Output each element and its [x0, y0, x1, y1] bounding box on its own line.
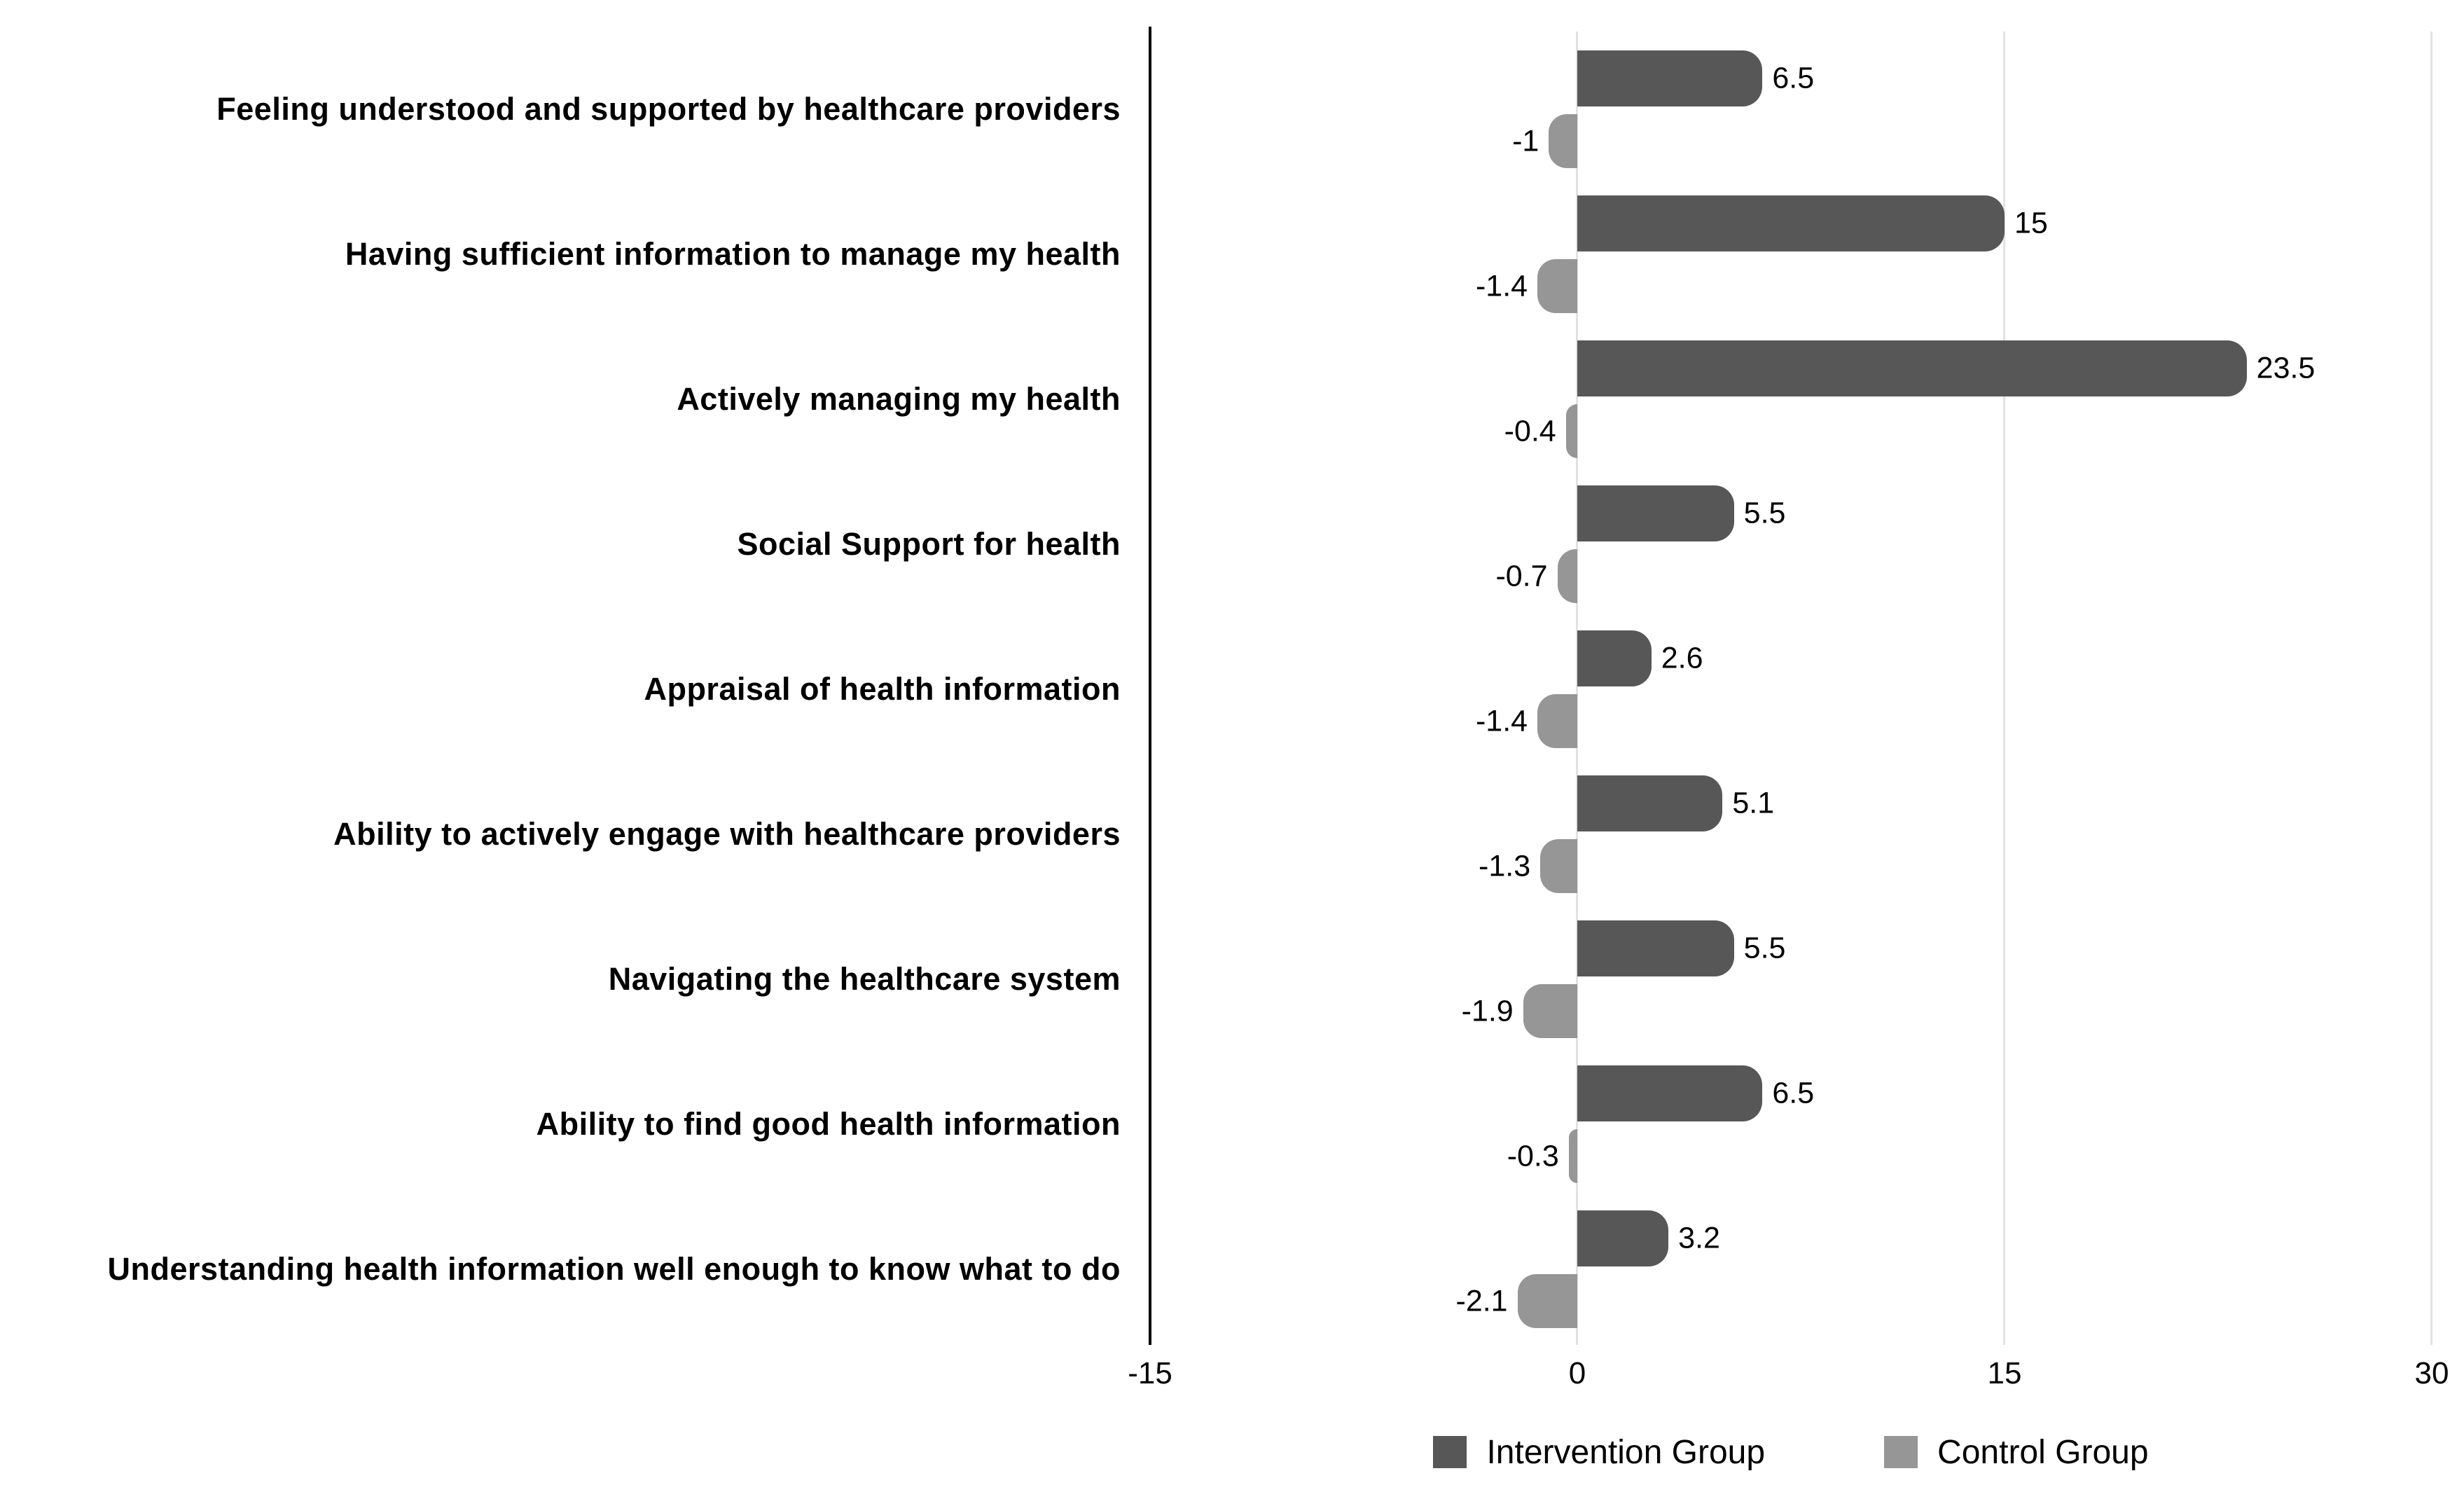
- bar-control: [1557, 549, 1577, 603]
- legend-swatch: [1884, 1436, 1918, 1468]
- category-label: Ability to find good health information: [536, 1106, 1121, 1142]
- category-label: Social Support for health: [737, 526, 1121, 562]
- value-label: -1.3: [1479, 849, 1531, 883]
- value-label: 15: [2014, 206, 2048, 240]
- category-label: Actively managing my health: [677, 381, 1121, 417]
- gridline: [1576, 32, 1578, 1345]
- bar-intervention: [1577, 1065, 1763, 1121]
- value-label: -1.9: [1461, 994, 1514, 1028]
- value-label: -1.4: [1475, 704, 1528, 738]
- legend-swatch: [1433, 1436, 1467, 1468]
- bar-intervention: [1577, 920, 1734, 976]
- value-label: -1.4: [1475, 269, 1528, 303]
- category-label: Having sufficient information to manage …: [345, 236, 1121, 272]
- value-label: 23.5: [2256, 351, 2316, 385]
- bar-control: [1565, 404, 1577, 458]
- bar-control: [1523, 984, 1577, 1038]
- bar-intervention: [1577, 485, 1734, 541]
- legend: Intervention Group Control Group: [1150, 1428, 2432, 1477]
- value-label: 6.5: [1772, 1076, 1815, 1110]
- bar-control: [1568, 1129, 1577, 1183]
- bar-intervention: [1577, 195, 2005, 251]
- category-label: Ability to actively engage with healthca…: [333, 816, 1121, 852]
- bar-intervention: [1577, 630, 1652, 686]
- gridline: [2003, 32, 2005, 1345]
- bar-control: [1537, 694, 1577, 748]
- legend-item: Intervention Group: [1433, 1433, 1765, 1472]
- bar-control: [1517, 1274, 1577, 1328]
- value-label: 5.5: [1743, 931, 1786, 965]
- category-label: Navigating the healthcare system: [608, 961, 1121, 997]
- value-label: -0.3: [1507, 1139, 1559, 1173]
- bar-intervention: [1577, 50, 1763, 106]
- value-label: 5.1: [1732, 786, 1775, 820]
- axis-tick-label: 15: [1987, 1356, 2022, 1390]
- legend-label: Intervention Group: [1486, 1433, 1766, 1471]
- value-label: -0.7: [1495, 559, 1548, 593]
- gridline: [2430, 32, 2432, 1345]
- axis-tick-label: -15: [1128, 1356, 1172, 1390]
- legend-item: Control Group: [1884, 1433, 2149, 1472]
- category-label: Understanding health information well en…: [107, 1251, 1121, 1287]
- bar-control: [1537, 259, 1577, 313]
- bar-control: [1540, 839, 1577, 893]
- axis-tick-label: 0: [1568, 1356, 1586, 1390]
- value-label: 6.5: [1772, 61, 1815, 95]
- category-label: Appraisal of health information: [644, 671, 1121, 707]
- value-label: -2.1: [1455, 1284, 1508, 1318]
- axis-tick-label: 30: [2414, 1356, 2449, 1390]
- bar-intervention: [1577, 775, 1723, 831]
- bar-intervention: [1577, 340, 2247, 396]
- value-label: 3.2: [1678, 1221, 1720, 1255]
- bar-control: [1549, 114, 1577, 168]
- category-axis-line: [1149, 27, 1151, 1345]
- value-label: 2.6: [1661, 641, 1703, 675]
- value-label: -1: [1512, 124, 1539, 158]
- legend-label: Control Group: [1937, 1433, 2149, 1471]
- value-label: -0.4: [1504, 414, 1556, 448]
- value-label: 5.5: [1743, 496, 1786, 530]
- category-label: Feeling understood and supported by heal…: [216, 91, 1121, 127]
- bar-intervention: [1577, 1210, 1669, 1266]
